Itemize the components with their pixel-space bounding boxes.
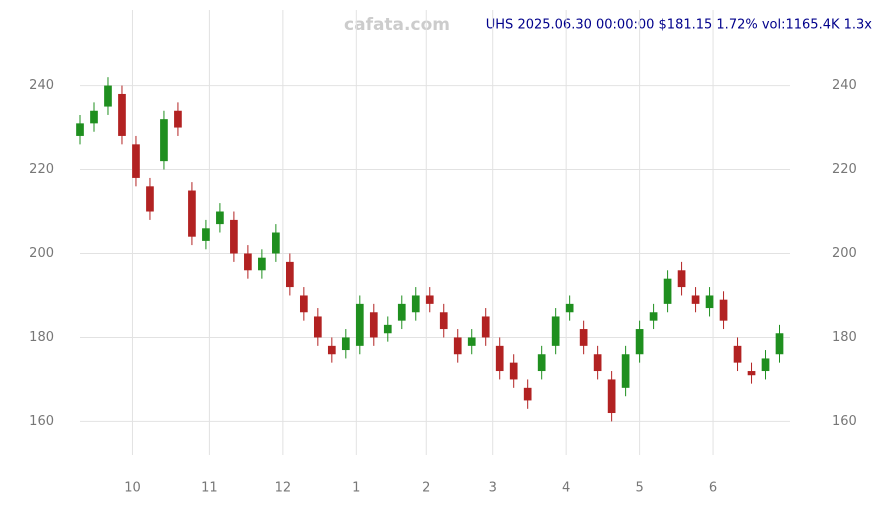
- y-tick-label: 200: [29, 246, 54, 261]
- candle-body: [663, 278, 672, 304]
- candle-body: [118, 93, 126, 136]
- y-tick-label: 240: [832, 78, 857, 93]
- candle-body: [733, 345, 742, 363]
- candle-body: [327, 345, 336, 355]
- y-tick-label: 160: [29, 414, 54, 429]
- candle-body: [286, 261, 294, 288]
- candle-body: [104, 85, 112, 107]
- candle-body: [719, 299, 728, 321]
- candle-body: [160, 119, 168, 162]
- candle-body: [775, 333, 784, 355]
- x-tick-label: 12: [275, 481, 292, 496]
- candle-body: [677, 270, 686, 288]
- candle-body: [341, 337, 350, 351]
- candle-body: [565, 303, 574, 313]
- candle-body: [188, 190, 196, 237]
- candle-body: [481, 316, 490, 338]
- x-tick-label: 1: [352, 481, 360, 496]
- x-tick-label: 2: [422, 481, 430, 496]
- y-tick-label: 200: [832, 246, 857, 261]
- candle-body: [691, 295, 700, 304]
- candle-body: [411, 295, 420, 313]
- candle-body: [383, 324, 392, 334]
- candle-body: [355, 303, 364, 346]
- x-tick-label: 3: [489, 481, 497, 496]
- candle-body: [523, 387, 532, 401]
- candle-body: [313, 316, 322, 338]
- candle-body: [495, 345, 504, 372]
- candle-body: [705, 295, 714, 309]
- candle-body: [747, 371, 756, 376]
- y-tick-label: 180: [29, 330, 54, 345]
- x-tick-label: 5: [635, 481, 643, 496]
- candle-body: [453, 337, 462, 355]
- y-tick-label: 180: [832, 330, 857, 345]
- y-tick-label: 220: [832, 162, 857, 177]
- candle-body: [607, 379, 616, 414]
- y-tick-label: 240: [29, 78, 54, 93]
- candle-body: [761, 358, 770, 372]
- candle-body: [397, 303, 406, 321]
- candle-body: [621, 354, 630, 388]
- chart-title: UHS 2025.06.30 00:00:00 $181.15 1.72% vo…: [486, 18, 873, 33]
- candle-body: [202, 228, 210, 241]
- candle-body: [649, 312, 658, 321]
- candle-body: [439, 312, 448, 330]
- candle-body: [537, 354, 546, 372]
- candle-body: [467, 337, 476, 346]
- x-tick-label: 10: [124, 481, 141, 496]
- candle-body: [272, 232, 280, 254]
- candle-body: [579, 329, 588, 346]
- candle-body: [369, 312, 378, 338]
- x-tick-label: 4: [562, 481, 570, 496]
- candle-body: [90, 110, 98, 124]
- candle-body: [635, 329, 644, 355]
- x-tick-label: 11: [201, 481, 218, 496]
- candle-body: [551, 316, 560, 346]
- candle-body: [216, 211, 224, 225]
- candle-body: [146, 186, 154, 212]
- candle-body: [76, 123, 84, 136]
- candle-body: [299, 295, 308, 313]
- candle-body: [425, 295, 434, 304]
- candle-body: [174, 110, 182, 128]
- candle-body: [230, 219, 238, 254]
- y-tick-label: 220: [29, 162, 54, 177]
- x-tick-label: 6: [709, 481, 717, 496]
- candle-body: [509, 362, 518, 380]
- y-tick-label: 160: [832, 414, 857, 429]
- candle-body: [258, 257, 266, 271]
- watermark: cafata.com: [344, 15, 450, 35]
- candle-body: [593, 354, 602, 372]
- candle-body: [244, 253, 252, 271]
- candle-body: [132, 144, 140, 178]
